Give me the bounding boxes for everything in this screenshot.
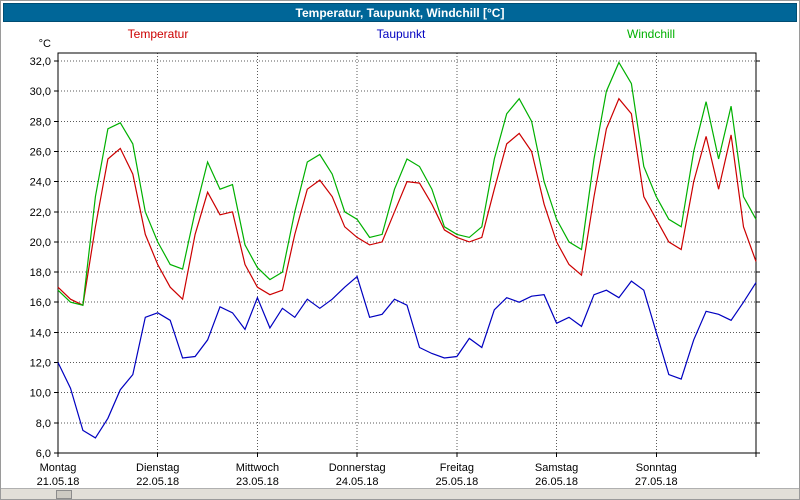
x-date-label: 27.05.18 (635, 476, 678, 488)
y-tick-label: 6,0 (36, 448, 51, 460)
x-day-label: Dienstag (136, 462, 179, 474)
series-windchill-line (57, 61, 757, 306)
y-tick-label: 32,0 (30, 56, 51, 68)
x-date-label: 21.05.18 (37, 476, 80, 488)
y-tick-label: 12,0 (30, 358, 51, 370)
y-tick-label: 18,0 (30, 267, 51, 279)
plot-frame (57, 52, 757, 454)
y-tick-label: 8,0 (36, 418, 51, 430)
x-day-label: Samstag (535, 462, 578, 474)
y-tick-label: 30,0 (30, 86, 51, 98)
y-tick-label: 26,0 (30, 146, 51, 158)
y-tick-label: 14,0 (30, 327, 51, 339)
x-day-label: Sonntag (636, 462, 677, 474)
x-date-label: 25.05.18 (435, 476, 478, 488)
x-date-label: 24.05.18 (336, 476, 379, 488)
y-axis-unit: °C (39, 38, 51, 50)
y-tick-label: 28,0 (30, 116, 51, 128)
title-bar: Temperatur, Taupunkt, Windchill [°C] (3, 3, 797, 22)
x-date-label: 22.05.18 (136, 476, 179, 488)
legend-temperatur: Temperatur (127, 27, 189, 41)
y-tick-label: 22,0 (30, 207, 51, 219)
y-tick-label: 24,0 (30, 177, 51, 189)
x-date-label: 26.05.18 (535, 476, 578, 488)
x-day-label: Montag (40, 462, 77, 474)
x-date-label: 23.05.18 (236, 476, 279, 488)
y-tick-label: 10,0 (30, 388, 51, 400)
y-tick-label: 20,0 (30, 237, 51, 249)
series-temperatur-line (57, 97, 757, 307)
scrollbar-thumb[interactable] (56, 490, 72, 499)
y-tick-label: 16,0 (30, 297, 51, 309)
horizontal-scrollbar[interactable] (1, 488, 799, 499)
legend: Temperatur Taupunkt Windchill (1, 27, 799, 43)
legend-windchill: Windchill (626, 27, 676, 41)
series-taupunkt-line (57, 275, 757, 439)
x-day-label: Donnerstag (329, 462, 386, 474)
x-day-label: Mittwoch (236, 462, 279, 474)
x-day-label: Freitag (440, 462, 474, 474)
legend-taupunkt: Taupunkt (376, 27, 426, 41)
